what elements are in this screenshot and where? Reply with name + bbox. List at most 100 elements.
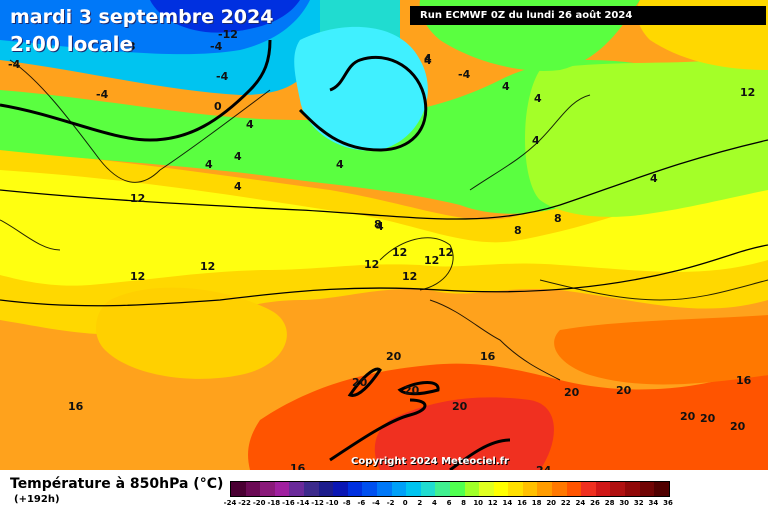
isotherm-label: 12 — [740, 86, 756, 99]
isotherm-label: -4 — [96, 88, 109, 101]
isotherm-label: 24 — [536, 464, 551, 470]
scale-swatch — [610, 482, 626, 496]
scale-swatch — [449, 482, 465, 496]
light-green-east — [525, 60, 768, 217]
isotherm-label: -4 — [458, 68, 471, 81]
isotherm-label: 20 — [730, 420, 746, 433]
scale-swatch — [493, 482, 509, 496]
isotherm-label: 20 — [700, 412, 716, 425]
isotherm-label: 4 — [234, 180, 242, 193]
isotherm-lines — [0, 39, 511, 470]
scale-tick-label: 28 — [604, 499, 615, 507]
scale-swatch — [362, 482, 377, 496]
isotherm-label: 20 — [352, 376, 368, 389]
isotherm-label: 12 — [392, 246, 408, 259]
isotherm-label: 4 — [650, 172, 658, 185]
isotherm-label: 4 — [532, 134, 540, 147]
scale-tick-label: -18 — [267, 499, 281, 507]
scale-tick-label: -16 — [282, 499, 295, 507]
scale-swatch — [508, 482, 523, 496]
scale-tick-label: -2 — [386, 499, 395, 507]
scale-tick-label: -12 — [311, 499, 324, 507]
isotherm-label: 4 — [534, 92, 542, 105]
scale-tick-label: -10 — [325, 499, 339, 507]
scale-swatch — [274, 482, 290, 496]
copyright-notice: Copyright 2024 Meteociel.fr — [351, 456, 509, 467]
isotherm-thin — [0, 139, 768, 307]
scale-tick-label: 6 — [446, 499, 452, 507]
scale-tick-label: 16 — [517, 499, 527, 507]
hot-east — [554, 315, 768, 385]
scale-swatch — [435, 482, 450, 496]
cold-pool — [294, 26, 428, 151]
scale-swatch — [625, 482, 640, 496]
isotherm-label: 12 — [130, 192, 146, 205]
light-yellow-band — [0, 170, 768, 286]
forecast-time: 2:00 locale — [10, 32, 134, 56]
isotherm-label: 4 — [246, 118, 254, 131]
scale-swatch — [318, 482, 334, 496]
scale-swatch — [333, 482, 348, 496]
isotherm-label: 12 — [424, 254, 440, 267]
scale-swatch — [231, 482, 246, 496]
scale-tick-label: -4 — [372, 499, 380, 507]
scale-tick-label: 18 — [531, 499, 542, 507]
scale-swatch — [260, 482, 275, 496]
scale-tick-label: 36 — [663, 499, 673, 507]
isotherm-label: 12 — [200, 260, 216, 273]
legend-subtitle: (+192h) — [14, 494, 60, 505]
scale-swatch — [479, 482, 494, 496]
scale-tick-label: -20 — [252, 499, 266, 507]
isotherm-label: 20 — [616, 384, 632, 397]
isotherm-label: 4 — [424, 52, 432, 65]
scale-tick-label: 22 — [560, 499, 571, 507]
scale-tick-label: -6 — [357, 499, 366, 507]
isotherm-label: 16 — [736, 374, 752, 387]
atlantic-blob — [95, 287, 287, 379]
forecast-date: mardi 3 septembre 2024 — [10, 6, 274, 28]
scale-swatch — [391, 482, 407, 496]
scale-tick-label: 30 — [619, 499, 630, 507]
isotherm-label: 8 — [374, 218, 382, 231]
scale-swatch — [347, 482, 363, 496]
scale-tick-label: -14 — [296, 499, 310, 507]
isotherm-label: 8 — [514, 224, 522, 237]
scale-swatch — [595, 482, 611, 496]
isotherm-label: -4 — [210, 40, 223, 53]
scale-tick-label: 12 — [487, 499, 498, 507]
isotherm-label: 20 — [386, 350, 402, 363]
isotherm-label: 16 — [68, 400, 84, 413]
isotherm-label: 16 — [480, 350, 496, 363]
scale-tick-label: 2 — [417, 499, 423, 507]
legend-panel: Température à 850hPa (°C) (+192h) -24 -2 2… — [0, 470, 768, 512]
isotherm-label: 20 — [452, 400, 468, 413]
isotherm-label: 4 — [502, 80, 510, 93]
scale-swatch — [566, 482, 582, 496]
scale-tick-label: 4 — [431, 499, 437, 507]
isotherm-label: 4 — [205, 158, 213, 171]
scale-tick-label: 34 — [648, 499, 659, 507]
scale-tick-label: -24 — [223, 499, 237, 507]
isotherm-label: 20 — [564, 386, 580, 399]
scale-tick-label: 32 — [633, 499, 644, 507]
scale-swatch — [376, 482, 392, 496]
scale-swatch — [245, 482, 261, 496]
scale-swatch — [406, 482, 421, 496]
isotherm-label: 16 — [290, 462, 306, 470]
hot-core — [374, 397, 554, 470]
scale-tick-label: 26 — [590, 499, 600, 507]
scale-swatch — [464, 482, 480, 496]
isotherm-label: 12 — [438, 246, 454, 259]
isotherm-label: 4 — [234, 150, 242, 163]
isotherm-label: -12 — [218, 28, 238, 41]
scale-tick-label: 24 — [575, 499, 586, 507]
model-run-info: Run ECMWF 0Z du lundi 26 août 2024 — [410, 6, 766, 25]
isotherm-label: 4 — [336, 158, 344, 171]
scale-tick-label: 8 — [461, 499, 467, 507]
legend-title: Température à 850hPa (°C) — [10, 476, 224, 492]
isotherm-label: 4 — [376, 220, 384, 233]
scale-swatch — [639, 482, 655, 496]
scale-tick-label: -8 — [342, 499, 351, 507]
color-scale — [230, 481, 670, 497]
scale-tick-label: 10 — [473, 499, 484, 507]
